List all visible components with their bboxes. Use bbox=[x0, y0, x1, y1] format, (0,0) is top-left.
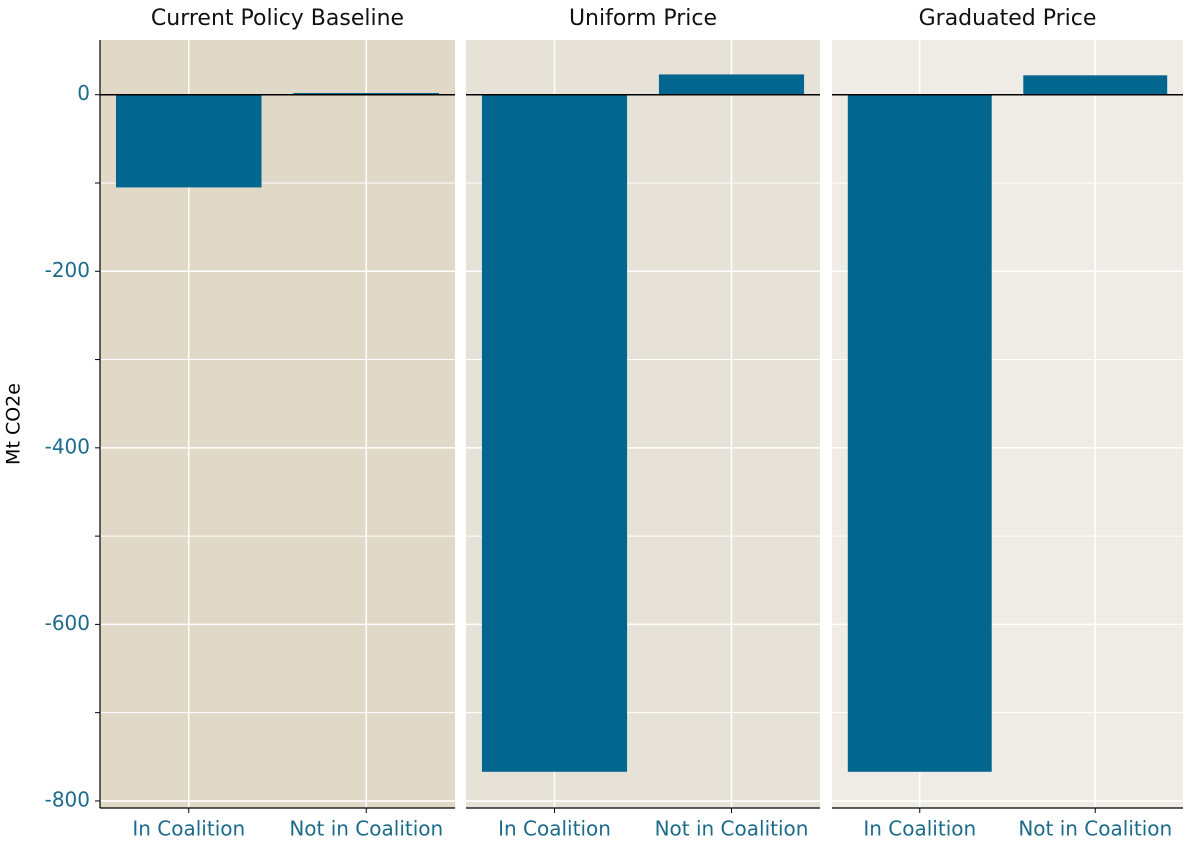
panel-title: Current Policy Baseline bbox=[151, 6, 404, 31]
x-tick-label: In Coalition bbox=[132, 817, 245, 841]
panel-title: Uniform Price bbox=[569, 6, 717, 31]
x-tick-label: In Coalition bbox=[863, 817, 976, 841]
x-tick-label: Not in Coalition bbox=[289, 817, 443, 841]
y-axis-label: Mt CO2e bbox=[3, 383, 25, 465]
bar bbox=[293, 92, 440, 95]
y-tick-label: -600 bbox=[45, 611, 90, 635]
bar bbox=[658, 74, 805, 95]
panel-title: Graduated Price bbox=[919, 6, 1097, 31]
bar bbox=[847, 94, 992, 772]
bar bbox=[115, 94, 262, 188]
y-tick-label: -800 bbox=[45, 787, 90, 811]
x-tick-label: Not in Coalition bbox=[1018, 817, 1172, 841]
y-tick-label: 0 bbox=[77, 81, 90, 105]
bar bbox=[1023, 75, 1168, 95]
y-tick-label: -400 bbox=[45, 434, 90, 458]
y-tick-label: -200 bbox=[45, 258, 90, 282]
bar bbox=[481, 94, 628, 772]
x-tick-label: Not in Coalition bbox=[655, 817, 809, 841]
x-tick-label: In Coalition bbox=[498, 817, 611, 841]
